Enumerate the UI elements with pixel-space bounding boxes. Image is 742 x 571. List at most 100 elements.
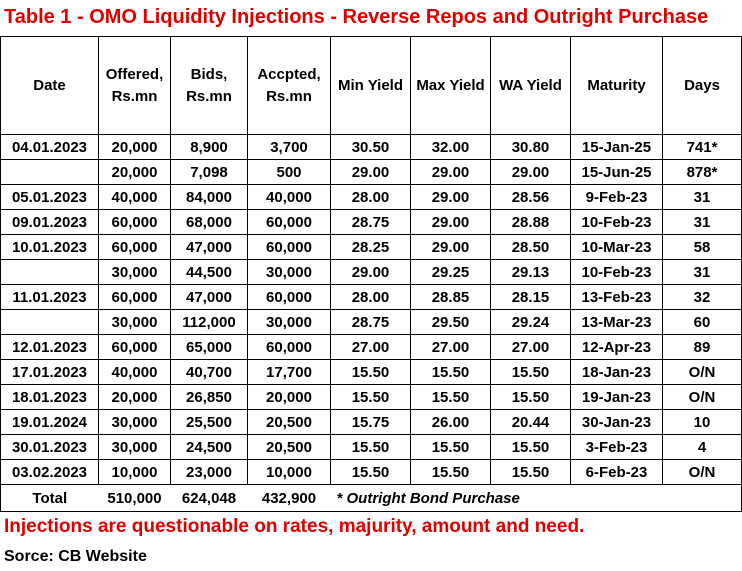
cell: 30,000: [98, 409, 171, 435]
header-cell: Date: [0, 36, 99, 135]
cell: 58: [662, 234, 742, 260]
cell: 28.50: [490, 234, 571, 260]
cell: 15.50: [330, 434, 411, 460]
cell: 29.50: [410, 309, 491, 335]
cell: 26.00: [410, 409, 491, 435]
cell: 84,000: [170, 184, 248, 210]
cell: 20,000: [247, 384, 331, 410]
empty-cell: [0, 309, 99, 335]
cell: 29.24: [490, 309, 571, 335]
cell: 17,700: [247, 359, 331, 385]
cell: 28.00: [330, 184, 411, 210]
cell: 15-Jan-25: [570, 134, 663, 160]
cell: 19.01.2024: [0, 409, 99, 435]
cell: 18-Jan-23: [570, 359, 663, 385]
cell: 28.75: [330, 309, 411, 335]
cell: 29.00: [410, 234, 491, 260]
header-line: Rs.mn: [186, 87, 232, 105]
cell: 26,850: [170, 384, 248, 410]
cell: 40,000: [98, 184, 171, 210]
cell: 29.00: [410, 159, 491, 185]
cell: 29.13: [490, 259, 571, 285]
cell: 19-Jan-23: [570, 384, 663, 410]
cell: 29.00: [490, 159, 571, 185]
title: Table 1 - OMO Liquidity Injections - Rev…: [4, 6, 709, 28]
header-cell: Accpted, Rs.mn: [247, 36, 331, 135]
cell: 44,500: [170, 259, 248, 285]
cell: 10-Mar-23: [570, 234, 663, 260]
cell: 30,000: [98, 309, 171, 335]
cell: 28.15: [490, 284, 571, 310]
cell: 12-Apr-23: [570, 334, 663, 360]
total-row: Total 510,000 624,048 432,900 * Outright Bon…: [0, 484, 742, 512]
footnote: * Outright Bond Purchase: [330, 484, 663, 512]
cell: 15.50: [330, 459, 411, 485]
cell: 05.01.2023: [0, 184, 99, 210]
cell: 15.50: [490, 459, 571, 485]
cell: 10.01.2023: [0, 234, 99, 260]
cell: 30,000: [247, 259, 331, 285]
header-cell: Bids, Rs.mn: [170, 36, 248, 135]
header-cell: Max Yield: [410, 36, 491, 135]
header-line: Min Yield: [337, 76, 403, 94]
cell: 10: [662, 409, 742, 435]
header-row: Date Offered, Rs.mn Bids, Rs.mn Accpted, Rs.mn…: [0, 36, 742, 135]
data-row: 11.01.2023 60,000 47,000 60,000 28.00 28.85 28…: [0, 284, 742, 310]
cell: 500: [247, 159, 331, 185]
cell: 30.80: [490, 134, 571, 160]
cell: 03.02.2023: [0, 459, 99, 485]
cell: 30-Jan-23: [570, 409, 663, 435]
cell: 25,500: [170, 409, 248, 435]
cell: 40,000: [98, 359, 171, 385]
cell: 15.50: [330, 359, 411, 385]
note: Injections are questionable on rates, ma…: [4, 516, 585, 537]
header-line: Max Yield: [416, 76, 485, 94]
cell: 30,000: [98, 434, 171, 460]
cell: 28.25: [330, 234, 411, 260]
data-row: 19.01.2024 30,000 25,500 20,500 15.75 26.00 20…: [0, 409, 742, 435]
cell: 13-Mar-23: [570, 309, 663, 335]
cell: 40,700: [170, 359, 248, 385]
cell: 31: [662, 259, 742, 285]
cell: 15.50: [330, 384, 411, 410]
cell: 20,000: [98, 159, 171, 185]
header-line: Maturity: [587, 76, 646, 94]
table: Date Offered, Rs.mn Bids, Rs.mn Accpted, Rs.mn…: [0, 36, 742, 512]
source: Sorce: CB Website: [4, 548, 147, 565]
cell: O/N: [662, 384, 742, 410]
cell: 3-Feb-23: [570, 434, 663, 460]
data-row: 09.01.2023 60,000 68,000 60,000 28.75 29.00 28…: [0, 209, 742, 235]
cell: 20,000: [98, 384, 171, 410]
header-line: Date: [33, 76, 66, 94]
cell: 47,000: [170, 284, 248, 310]
cell: 30,000: [98, 259, 171, 285]
total-cell: Total: [0, 484, 99, 512]
empty-cell: [0, 259, 99, 285]
cell: 47,000: [170, 234, 248, 260]
header-cell: Maturity: [570, 36, 663, 135]
header-line: Offered,: [105, 65, 164, 83]
cell: 28.85: [410, 284, 491, 310]
cell: 878*: [662, 159, 742, 185]
cell: 30.01.2023: [0, 434, 99, 460]
cell: 3,700: [247, 134, 331, 160]
data-row: 03.02.2023 10,000 23,000 10,000 15.50 15.50 15…: [0, 459, 742, 485]
cell: 15.50: [410, 384, 491, 410]
cell: 10-Feb-23: [570, 259, 663, 285]
header-cell: Offered, Rs.mn: [98, 36, 171, 135]
total-cell: 432,900: [247, 484, 331, 512]
cell: 60,000: [98, 234, 171, 260]
data-row: 10.01.2023 60,000 47,000 60,000 28.25 29.00 28…: [0, 234, 742, 260]
header-line: Rs.mn: [111, 87, 158, 105]
cell: 65,000: [170, 334, 248, 360]
cell: 09.01.2023: [0, 209, 99, 235]
header-line: Rs.mn: [266, 87, 312, 105]
header-cell: Min Yield: [330, 36, 411, 135]
total-cell: 624,048: [170, 484, 248, 512]
cell: 28.00: [330, 284, 411, 310]
cell: 27.00: [490, 334, 571, 360]
cell: 741*: [662, 134, 742, 160]
data-row: 20,000 7,098 500 29.00 29.00 29.00 15-Jun-25 87…: [0, 159, 742, 185]
data-row: 30,000 44,500 30,000 29.00 29.25 29.13 10-Feb-…: [0, 259, 742, 285]
total-cell: 510,000: [98, 484, 171, 512]
